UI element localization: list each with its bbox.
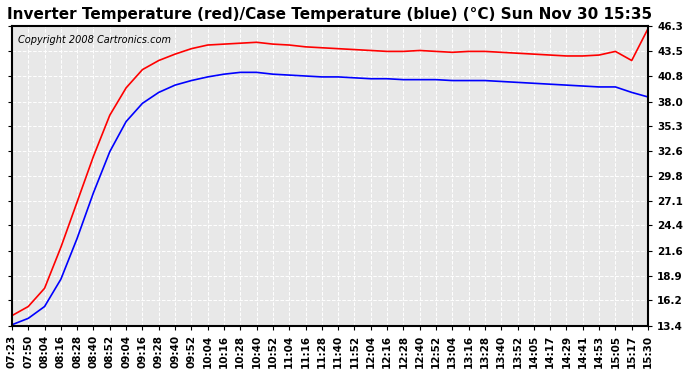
Title: Inverter Temperature (red)/Case Temperature (blue) (°C) Sun Nov 30 15:35: Inverter Temperature (red)/Case Temperat… <box>8 7 653 22</box>
Text: Copyright 2008 Cartronics.com: Copyright 2008 Cartronics.com <box>19 35 171 45</box>
